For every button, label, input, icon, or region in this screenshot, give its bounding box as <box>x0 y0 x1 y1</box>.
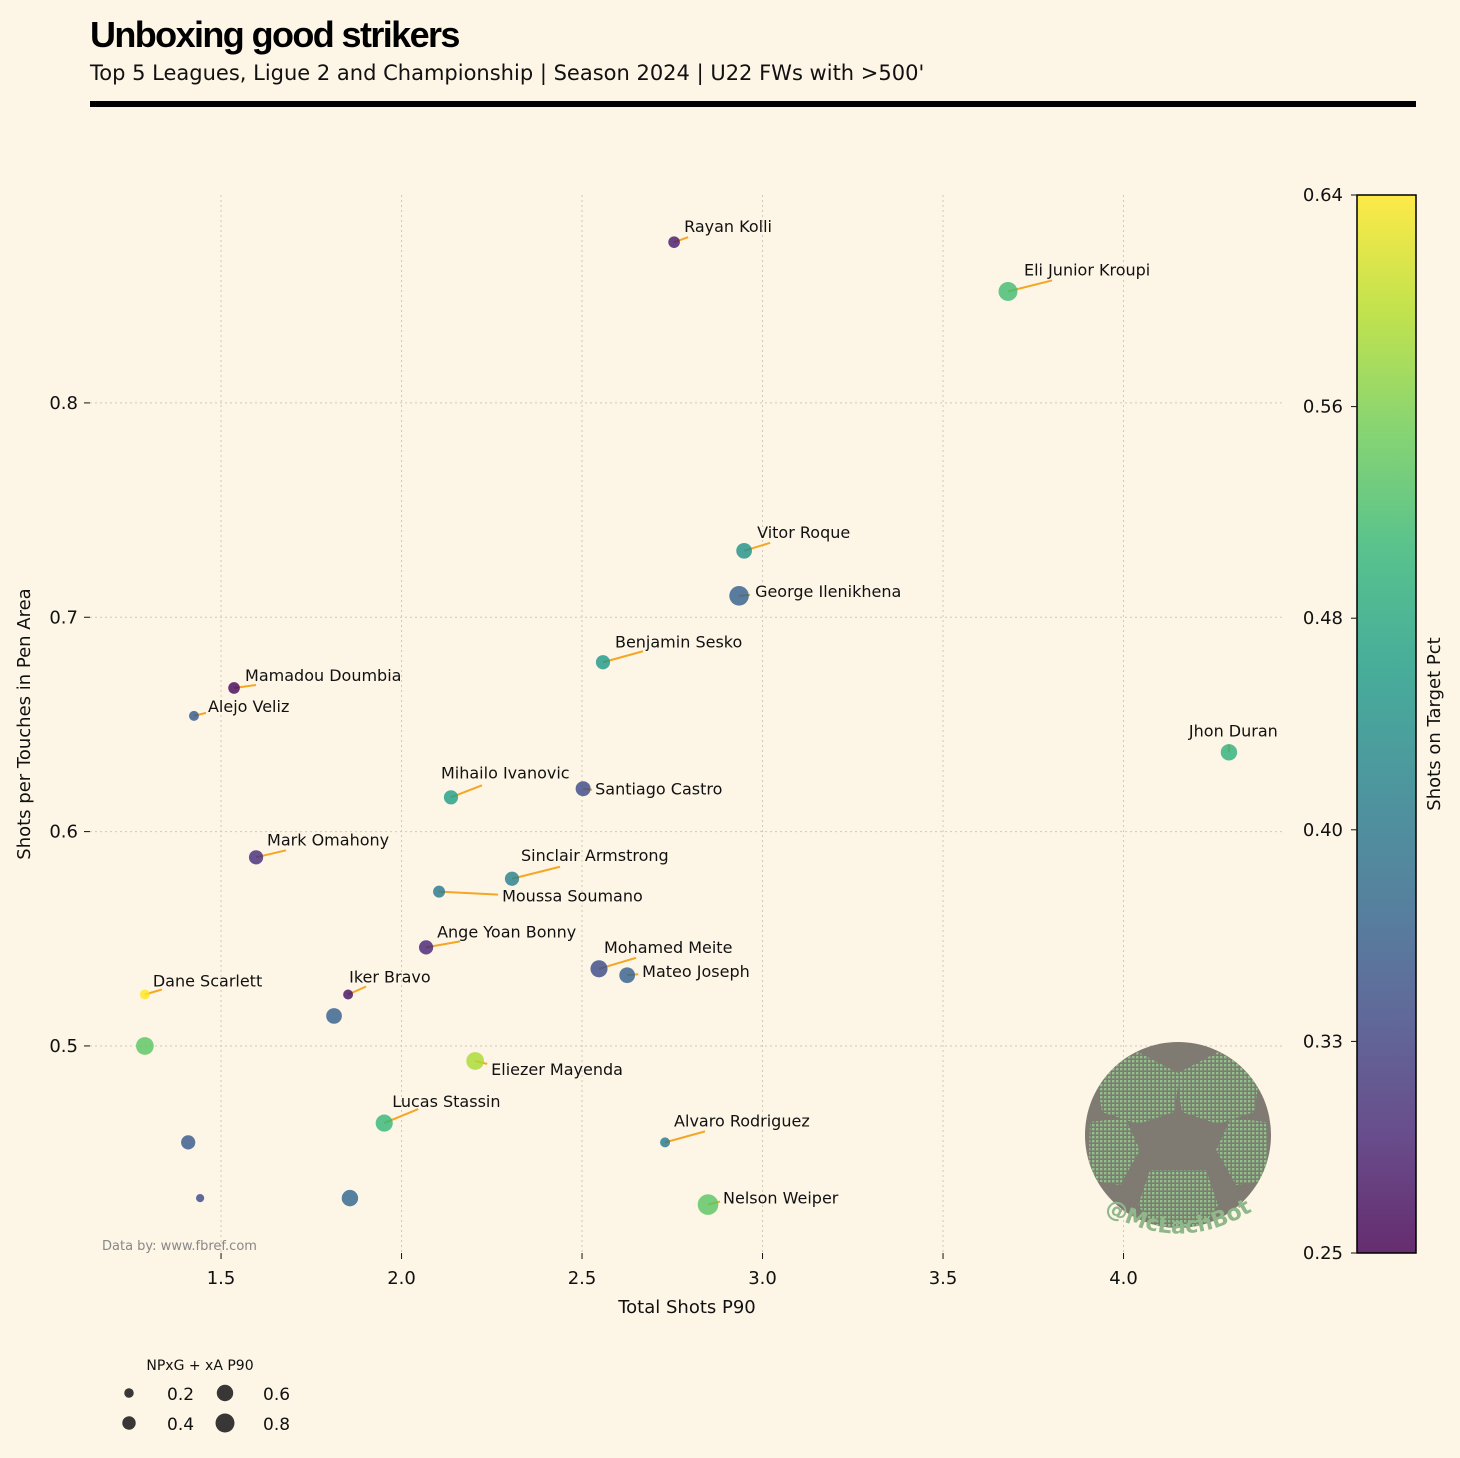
point-label: George Ilenikhena <box>755 582 901 601</box>
point-label: Mateo Joseph <box>642 962 750 981</box>
y-axis-label: Shots per Touches in Pen Area <box>14 588 35 859</box>
point-label: Ange Yoan Bonny <box>437 922 576 941</box>
data-point[interactable] <box>619 967 636 984</box>
x-tick-label: 2.5 <box>568 1268 597 1289</box>
point-label: Sinclair Armstrong <box>521 846 669 865</box>
size-legend: NPxG + xA P90 0.2 0.4 0.6 0.8 <box>122 1358 290 1435</box>
colorbar-tick-label: 0.25 <box>1303 1243 1343 1264</box>
y-tick-label: 0.5 <box>49 1036 78 1057</box>
annotation-line <box>439 890 499 896</box>
data-point[interactable] <box>590 960 608 978</box>
title-divider <box>90 101 1416 107</box>
data-point[interactable] <box>139 989 150 1000</box>
colorbar-tick-label: 0.64 <box>1303 185 1343 206</box>
chart-subtitle: Top 5 Leagues, Ligue 2 and Championship … <box>89 61 924 86</box>
data-point[interactable] <box>433 885 446 898</box>
mclachbot-logo: @McLachBot <box>1085 1042 1271 1240</box>
point-label: Jhon Duran <box>1188 721 1278 740</box>
data-point[interactable] <box>998 281 1018 301</box>
colorbar-tick-label: 0.40 <box>1303 820 1343 841</box>
annotation-line <box>511 865 561 880</box>
point-label: Lucas Stassin <box>392 1092 500 1111</box>
size-legend-marker <box>122 1416 136 1430</box>
size-legend-label: 0.6 <box>263 1385 290 1405</box>
point-label: Mihailo Ivanovic <box>441 763 570 782</box>
data-point[interactable] <box>228 682 240 694</box>
data-point[interactable] <box>326 1008 342 1024</box>
x-tick-label: 3.5 <box>929 1268 958 1289</box>
point-label: Nelson Weiper <box>723 1189 839 1208</box>
size-legend-label: 0.4 <box>167 1415 194 1435</box>
chart-title: Unboxing good strikers <box>90 14 459 55</box>
data-point[interactable] <box>736 542 752 559</box>
size-legend-marker <box>124 1388 134 1398</box>
data-point[interactable] <box>375 1114 393 1132</box>
data-point[interactable] <box>575 781 591 797</box>
point-label: Alejo Veliz <box>208 697 289 716</box>
point-labels: Rayan Kolli Eli Junior Kroupi Vitor Roque G… <box>153 217 1278 1207</box>
data-point[interactable] <box>697 1194 719 1215</box>
colorbar-tick-label: 0.33 <box>1303 1031 1343 1052</box>
colorbar-fill <box>1356 194 1417 1254</box>
data-point[interactable] <box>188 710 199 721</box>
data-point[interactable] <box>668 236 680 248</box>
point-label: Mamadou Doumbia <box>245 666 401 685</box>
grid-lines <box>90 195 1282 1253</box>
data-point[interactable] <box>181 1135 196 1150</box>
point-label: Rayan Kolli <box>684 217 772 236</box>
size-legend-marker <box>215 1413 235 1433</box>
data-point[interactable] <box>418 940 434 955</box>
data-point[interactable] <box>248 850 264 865</box>
size-legend-label: 0.2 <box>167 1385 194 1405</box>
x-axis-label: Total Shots P90 <box>617 1297 756 1318</box>
point-label: Moussa Soumano <box>502 887 643 906</box>
y-axis-ticks: 0.5 0.6 0.7 0.8 <box>49 393 90 1057</box>
point-label: Alvaro Rodriguez <box>674 1111 810 1130</box>
point-label: Eli Junior Kroupi <box>1024 260 1150 279</box>
data-point[interactable] <box>466 1052 485 1070</box>
point-label: Dane Scarlett <box>153 972 262 991</box>
colorbar-tick-label: 0.56 <box>1303 397 1343 418</box>
point-label: Mohamed Meite <box>604 938 732 957</box>
data-point[interactable] <box>595 655 611 670</box>
x-tick-label: 4.0 <box>1109 1268 1138 1289</box>
data-point[interactable] <box>136 1037 154 1055</box>
point-label: Vitor Roque <box>757 523 850 542</box>
x-tick-label: 1.5 <box>207 1268 236 1289</box>
data-point[interactable] <box>504 871 520 886</box>
point-label: Iker Bravo <box>349 968 431 987</box>
source-note: Data by: www.fbref.com <box>102 1239 257 1254</box>
y-tick-label: 0.7 <box>49 607 78 628</box>
annotation-lines <box>144 236 1230 1206</box>
size-legend-title: NPxG + xA P90 <box>146 1358 253 1374</box>
data-point[interactable] <box>660 1137 671 1148</box>
data-points <box>136 236 1238 1215</box>
data-point[interactable] <box>443 790 459 805</box>
size-legend-marker <box>216 1384 234 1402</box>
annotation-line <box>664 1130 706 1144</box>
data-point[interactable] <box>729 586 749 606</box>
x-axis-ticks: 1.5 2.0 2.5 3.0 3.5 4.0 <box>207 1253 1138 1289</box>
data-point[interactable] <box>1220 744 1238 761</box>
data-point[interactable] <box>195 1194 205 1203</box>
point-label: Mark Omahony <box>267 830 389 849</box>
size-legend-label: 0.8 <box>263 1415 290 1435</box>
point-label: Benjamin Sesko <box>615 632 742 651</box>
data-point[interactable] <box>343 989 354 1000</box>
point-label: Eliezer Mayenda <box>491 1060 623 1079</box>
data-point[interactable] <box>341 1189 359 1207</box>
point-label: Santiago Castro <box>595 780 722 799</box>
x-tick-label: 3.0 <box>748 1268 777 1289</box>
colorbar-label: Shots on Target Pct <box>1424 637 1445 810</box>
colorbar: 0.25 0.33 0.40 0.48 0.56 0.64 Shots on Target… <box>1303 185 1445 1264</box>
colorbar-tick-label: 0.48 <box>1303 608 1343 629</box>
x-tick-label: 2.0 <box>387 1268 416 1289</box>
y-tick-label: 0.8 <box>49 393 78 414</box>
y-tick-label: 0.6 <box>49 822 78 843</box>
colorbar-ticks: 0.25 0.33 0.40 0.48 0.56 0.64 <box>1303 185 1357 1264</box>
